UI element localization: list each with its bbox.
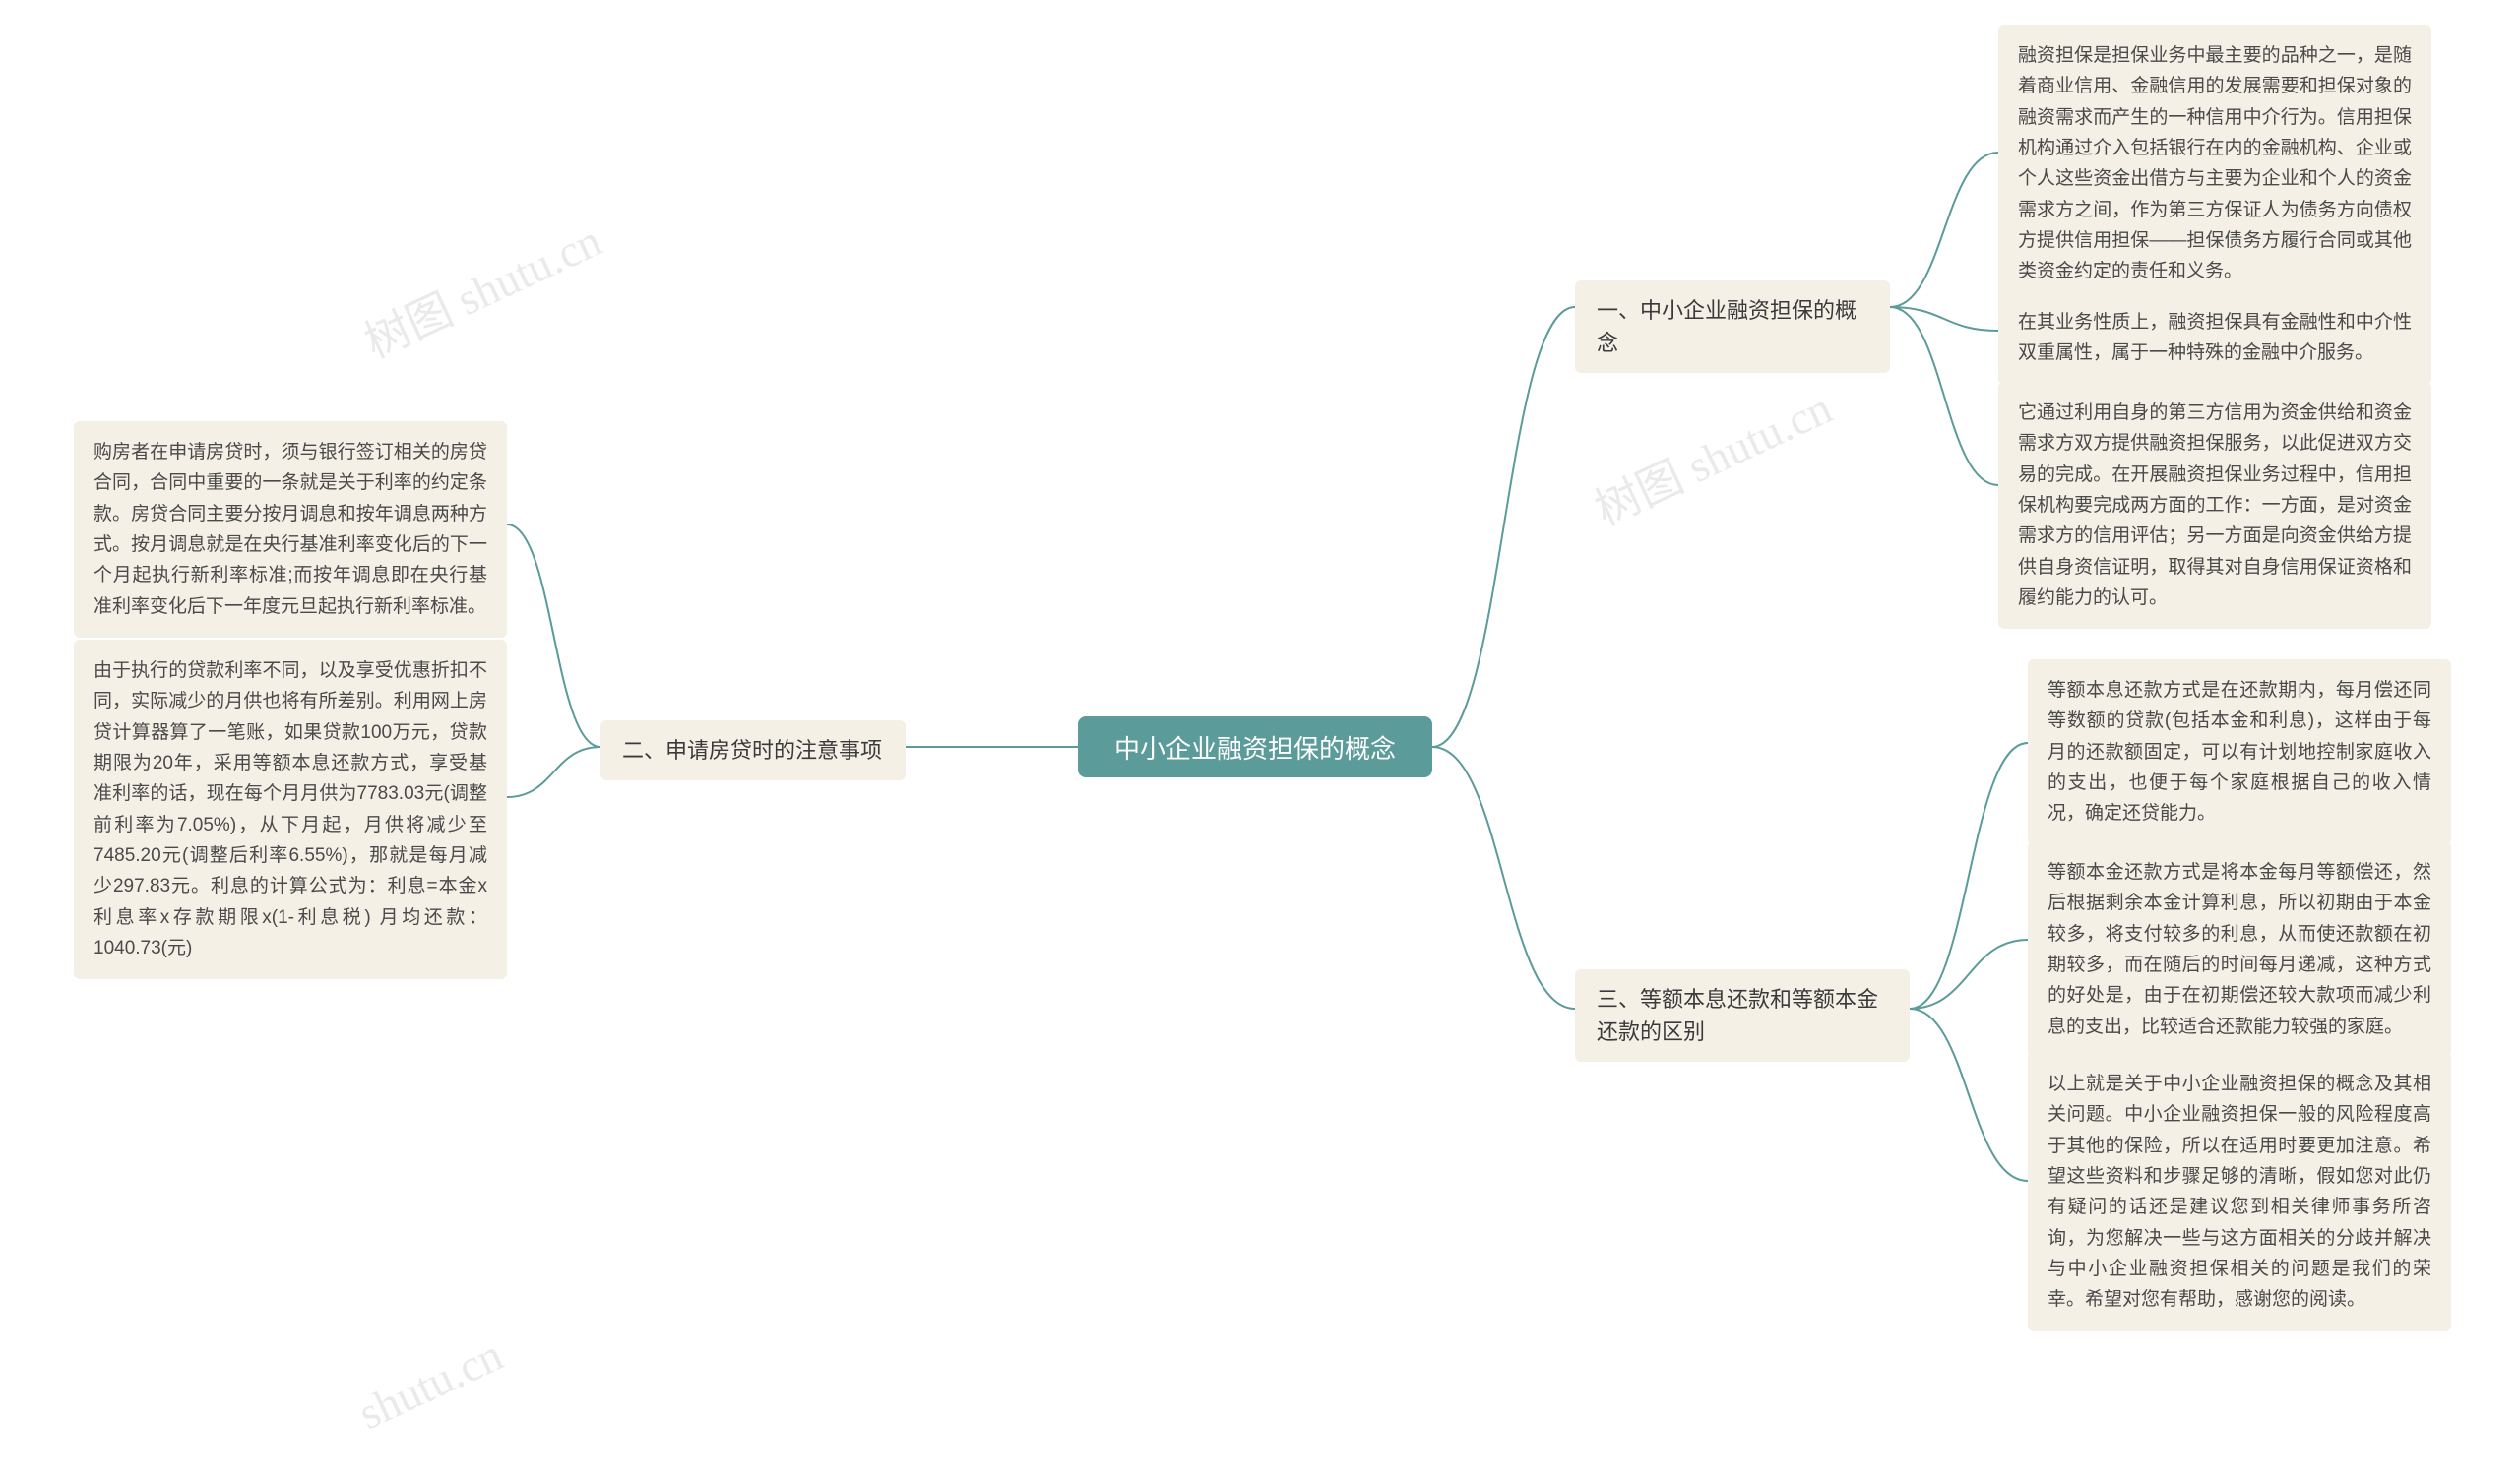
leaf-node: 等额本息还款方式是在还款期内，每月偿还同等数额的贷款(包括本金和利息)，这样由于… bbox=[2028, 659, 2451, 845]
branch-label: 二、申请房贷时的注意事项 bbox=[622, 734, 882, 767]
leaf-text: 它通过利用自身的第三方信用为资金供给和资金需求方双方提供融资担保服务，以此促进双… bbox=[2018, 398, 2412, 613]
leaf-node: 由于执行的贷款利率不同，以及享受优惠折扣不同，实际减少的月供也将有所差别。利用网… bbox=[74, 640, 507, 979]
center-text: 中小企业融资担保的概念 bbox=[1114, 729, 1396, 766]
leaf-node: 它通过利用自身的第三方信用为资金供给和资金需求方双方提供融资担保服务，以此促进双… bbox=[1998, 382, 2431, 629]
branch-node: 一、中小企业融资担保的概念 bbox=[1575, 280, 1890, 373]
branch-label: 三、等额本息还款和等额本金还款的区别 bbox=[1597, 983, 1888, 1048]
leaf-text: 在其业务性质上，融资担保具有金融性和中介性双重属性，属于一种特殊的金融中介服务。 bbox=[2018, 307, 2412, 369]
leaf-node: 购房者在申请房贷时，须与银行签订相关的房贷合同，合同中重要的一条就是关于利率的约… bbox=[74, 421, 507, 638]
watermark: shutu.cn bbox=[350, 1328, 511, 1440]
watermark: 树图 shutu.cn bbox=[1583, 373, 1841, 539]
leaf-text: 以上就是关于中小企业融资担保的概念及其相关问题。中小企业融资担保一般的风险程度高… bbox=[2048, 1069, 2431, 1316]
leaf-text: 购房者在申请房贷时，须与银行签订相关的房贷合同，合同中重要的一条就是关于利率的约… bbox=[94, 437, 487, 622]
branch-node: 三、等额本息还款和等额本金还款的区别 bbox=[1575, 969, 1910, 1062]
leaf-text: 由于执行的贷款利率不同，以及享受优惠折扣不同，实际减少的月供也将有所差别。利用网… bbox=[94, 655, 487, 963]
leaf-node: 等额本金还款方式是将本金每月等额偿还，然后根据剩余本金计算利息，所以初期由于本金… bbox=[2028, 841, 2451, 1058]
leaf-node: 在其业务性质上，融资担保具有金融性和中介性双重属性，属于一种特殊的金融中介服务。 bbox=[1998, 291, 2431, 385]
leaf-node: 融资担保是担保业务中最主要的品种之一，是随着商业信用、金融信用的发展需要和担保对… bbox=[1998, 25, 2431, 303]
leaf-text: 融资担保是担保业务中最主要的品种之一，是随着商业信用、金融信用的发展需要和担保对… bbox=[2018, 40, 2412, 287]
mindmap-center: 中小企业融资担保的概念 bbox=[1078, 716, 1432, 777]
leaf-text: 等额本金还款方式是将本金每月等额偿还，然后根据剩余本金计算利息，所以初期由于本金… bbox=[2048, 857, 2431, 1042]
leaf-node: 以上就是关于中小企业融资担保的概念及其相关问题。中小企业融资担保一般的风险程度高… bbox=[2028, 1053, 2451, 1331]
branch-label: 一、中小企业融资担保的概念 bbox=[1597, 294, 1868, 359]
branch-node: 二、申请房贷时的注意事项 bbox=[600, 720, 906, 780]
watermark: 树图 shutu.cn bbox=[352, 206, 610, 372]
leaf-text: 等额本息还款方式是在还款期内，每月偿还同等数额的贷款(包括本金和利息)，这样由于… bbox=[2048, 675, 2431, 830]
